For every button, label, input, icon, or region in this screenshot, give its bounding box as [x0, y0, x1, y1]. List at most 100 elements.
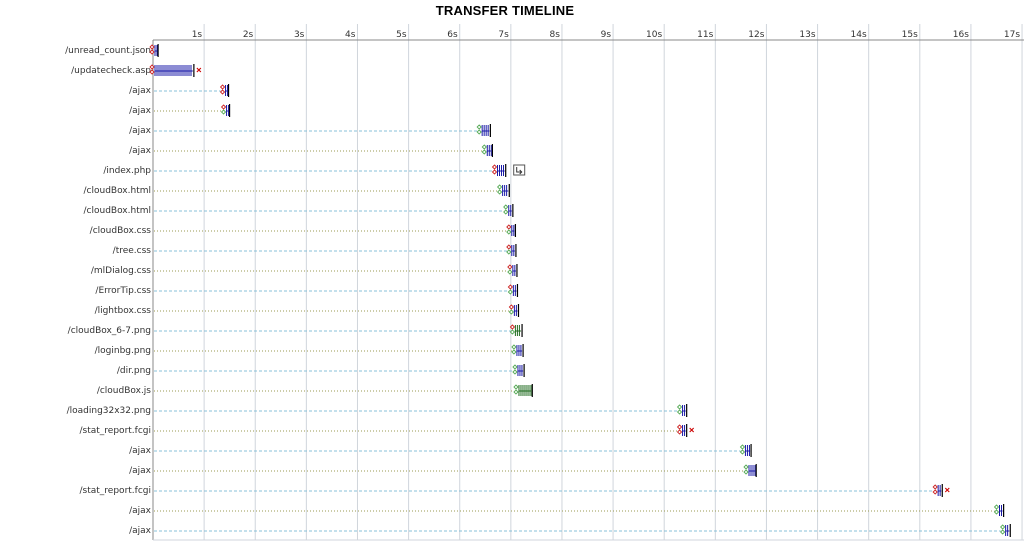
phase-marker: [481, 144, 487, 150]
phase-marker: [743, 469, 749, 475]
receive-bar: [508, 205, 512, 216]
request-row: /cloudBox.html: [84, 184, 510, 197]
request-url-label: /loginbg.png: [95, 346, 151, 356]
phase-marker: [512, 364, 518, 370]
x-tick-label: 15s: [902, 30, 918, 40]
phase-marker: [506, 224, 512, 230]
phase-marker: [1000, 529, 1006, 535]
phase-marker: [1000, 524, 1006, 530]
x-tick-label: 17s: [1004, 30, 1020, 40]
request-row: /dir.png: [117, 364, 525, 377]
phase-marker: [993, 504, 1000, 510]
request-row: /ajax: [129, 524, 1011, 537]
request-url-label: /cloudBox.html: [84, 206, 152, 216]
request-row: /ajax: [129, 104, 231, 117]
phase-marker: [513, 389, 519, 395]
receive-bar: [502, 185, 509, 196]
x-tick-label: 2s: [243, 30, 254, 40]
receive-bar: [225, 85, 229, 96]
phase-marker: [220, 109, 227, 115]
phase-marker: [220, 104, 227, 110]
request-url-label: /mlDialog.css: [91, 266, 151, 276]
phase-marker: [932, 489, 938, 495]
phase-marker: [993, 509, 1000, 515]
receive-bar: [481, 125, 490, 136]
x-tick-label: 12s: [748, 30, 764, 40]
receive-bar: [511, 245, 515, 256]
phase-marker: [149, 69, 155, 75]
phase-marker: [508, 309, 515, 315]
request-row: /tree.css: [113, 244, 517, 257]
phase-marker: [507, 269, 513, 275]
request-url-label: /unread_count.json: [65, 46, 151, 56]
phase-marker: [503, 204, 509, 210]
request-url-label: /loading32x32.png: [67, 406, 151, 416]
phase-marker: [496, 184, 503, 190]
phase-marker: [506, 229, 512, 235]
x-tick-label: 4s: [345, 30, 356, 40]
x-tick-label: 3s: [294, 30, 305, 40]
request-url-label: /ajax: [129, 526, 152, 536]
phase-marker: [509, 329, 516, 335]
x-tick-label: 5s: [396, 30, 407, 40]
request-row: /ajax: [129, 84, 230, 97]
request-row: /cloudBox_6-7.png: [68, 324, 523, 337]
request-url-label: /ajax: [129, 446, 152, 456]
request-row: /index.php: [103, 164, 526, 177]
phase-marker: [676, 429, 683, 435]
request-url-label: /updatecheck.asp: [71, 66, 151, 76]
phase-marker: [506, 249, 512, 255]
x-tick-label: 14s: [851, 30, 867, 40]
receive-bar: [937, 485, 942, 496]
request-row: /loading32x32.png: [67, 404, 688, 417]
receive-bar: [497, 165, 505, 176]
request-url-label: /tree.css: [113, 246, 152, 256]
request-row: /ajax: [129, 504, 1005, 517]
request-url-label: /cloudBox.js: [97, 386, 151, 396]
request-url-label: /index.php: [103, 166, 151, 176]
receive-bar: [516, 345, 523, 356]
receive-bar: [154, 45, 158, 56]
request-row: /unread_count.json: [65, 44, 159, 57]
receive-bar: [1005, 525, 1010, 536]
request-row: /cloudBox.css: [90, 224, 517, 237]
phase-marker: [932, 484, 938, 490]
phase-marker: [743, 464, 749, 470]
x-tick-label: 13s: [799, 30, 815, 40]
request-url-label: /ajax: [129, 106, 152, 116]
receive-bar: [512, 265, 516, 276]
request-row: /cloudBox.js: [97, 384, 533, 397]
receive-bar: [517, 365, 524, 376]
request-url-label: /ajax: [129, 466, 152, 476]
request-url-label: /stat_report.fcgi: [80, 486, 151, 496]
request-url-label: /ErrorTip.css: [95, 286, 151, 296]
phase-marker: [491, 164, 498, 170]
request-row: /ajax: [129, 124, 491, 137]
phase-marker: [476, 124, 482, 130]
x-tick-label: 1s: [192, 30, 203, 40]
request-url-label: /ajax: [129, 86, 152, 96]
receive-bar: [999, 505, 1003, 516]
x-tick-label: 8s: [550, 30, 561, 40]
phase-marker: [491, 169, 498, 175]
receive-bar: [682, 425, 686, 436]
x-tick-label: 6s: [447, 30, 458, 40]
x-tick-label: 16s: [953, 30, 969, 40]
phase-marker: [676, 409, 683, 415]
request-row: /cloudBox.html: [84, 204, 514, 217]
receive-bar: [226, 105, 230, 116]
redirect-arrow-icon: [516, 167, 523, 175]
failed-x-icon: [196, 67, 202, 73]
phase-marker: [676, 424, 683, 430]
phase-marker: [149, 44, 155, 50]
redirect-icon: [513, 164, 526, 176]
request-row: /stat_report.fcgi: [80, 424, 695, 437]
request-url-label: /ajax: [129, 126, 152, 136]
receive-bar: [682, 405, 686, 416]
x-tick-label: 11s: [697, 30, 713, 40]
x-tick-label: 10s: [646, 30, 662, 40]
receive-bar: [511, 225, 515, 236]
phase-marker: [739, 444, 746, 450]
phase-marker: [739, 449, 746, 455]
